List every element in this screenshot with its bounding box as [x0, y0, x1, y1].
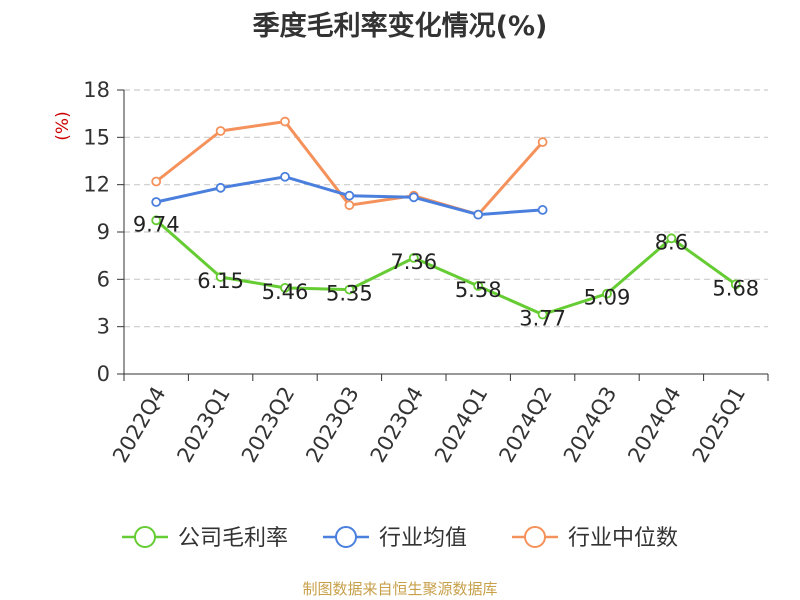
y-tick-label: 15	[83, 125, 110, 149]
data-label-layer: 9.74 6.15 5.46 5.35 7.36 5.58 3.77 5.09 8.6 5.68	[133, 212, 759, 330]
y-tick-label: 18	[83, 78, 110, 102]
data-point	[666, 233, 677, 244]
data-point	[537, 137, 548, 147]
legend-label: 行业均值	[379, 526, 467, 551]
data-point	[344, 190, 355, 201]
x-tick-label: 2025Q1	[688, 383, 750, 467]
chart-title: 季度毛利率变化情况(%)	[252, 11, 548, 42]
x-tick-label: 2023Q1	[172, 383, 234, 467]
y-tick-label: 0	[97, 362, 110, 386]
legend: 公司毛利率 行业均值 行业中位数	[122, 526, 678, 551]
data-point	[215, 272, 226, 282]
x-tick-label: 2024Q4	[623, 383, 685, 467]
x-tick-label: 2023Q2	[237, 383, 299, 467]
legend-marker	[335, 526, 357, 548]
data-point	[151, 215, 162, 226]
y-tick-label: 3	[97, 315, 110, 339]
x-tick-label: 2023Q4	[366, 383, 428, 467]
data-point	[151, 197, 162, 207]
data-point	[280, 171, 290, 182]
data-label: 9.74	[133, 212, 180, 236]
y-tick-label: 9	[97, 220, 110, 244]
data-point	[280, 116, 290, 127]
y-axis-label: (%)	[53, 111, 73, 140]
data-label: 5.09	[584, 286, 631, 310]
data-point	[215, 126, 226, 136]
legend-marker	[134, 526, 156, 548]
data-point	[344, 284, 355, 295]
legend-label: 公司毛利率	[178, 526, 288, 551]
data-point	[537, 309, 548, 320]
data-label: 6.15	[197, 269, 244, 293]
x-tick-label: 2022Q4	[108, 383, 170, 467]
data-label: 7.36	[390, 250, 437, 274]
data-label: 5.46	[262, 280, 309, 304]
data-point	[280, 282, 290, 293]
data-label: 3.77	[519, 307, 566, 331]
data-label: 5.68	[712, 276, 759, 300]
data-point	[473, 209, 484, 220]
series-line	[155, 219, 737, 316]
legend-marker	[524, 526, 546, 548]
data-point	[602, 288, 612, 299]
series-layer	[151, 116, 741, 320]
data-point	[537, 205, 548, 215]
data-point	[408, 192, 419, 203]
data-point	[215, 182, 226, 193]
data-point	[473, 281, 484, 291]
data-point	[151, 176, 162, 187]
x-tick-label: 2024Q2	[494, 383, 556, 467]
data-point	[408, 252, 419, 263]
data-label: 5.58	[455, 278, 502, 302]
y-tick-label: 12	[83, 173, 110, 197]
x-tick-label: 2023Q3	[301, 383, 363, 467]
legend-label: 行业中位数	[568, 526, 678, 551]
y-tick-label: 6	[97, 267, 110, 291]
grid-layer	[124, 89, 768, 328]
data-point	[344, 200, 355, 211]
data-label: 5.35	[326, 282, 373, 306]
data-point	[730, 279, 741, 290]
x-tick-label: 2024Q1	[430, 383, 492, 467]
x-tick-label: 2024Q3	[559, 383, 621, 467]
source-note: 制图数据来自恒生聚源数据库	[302, 580, 498, 598]
data-label: 8.6	[655, 230, 688, 254]
